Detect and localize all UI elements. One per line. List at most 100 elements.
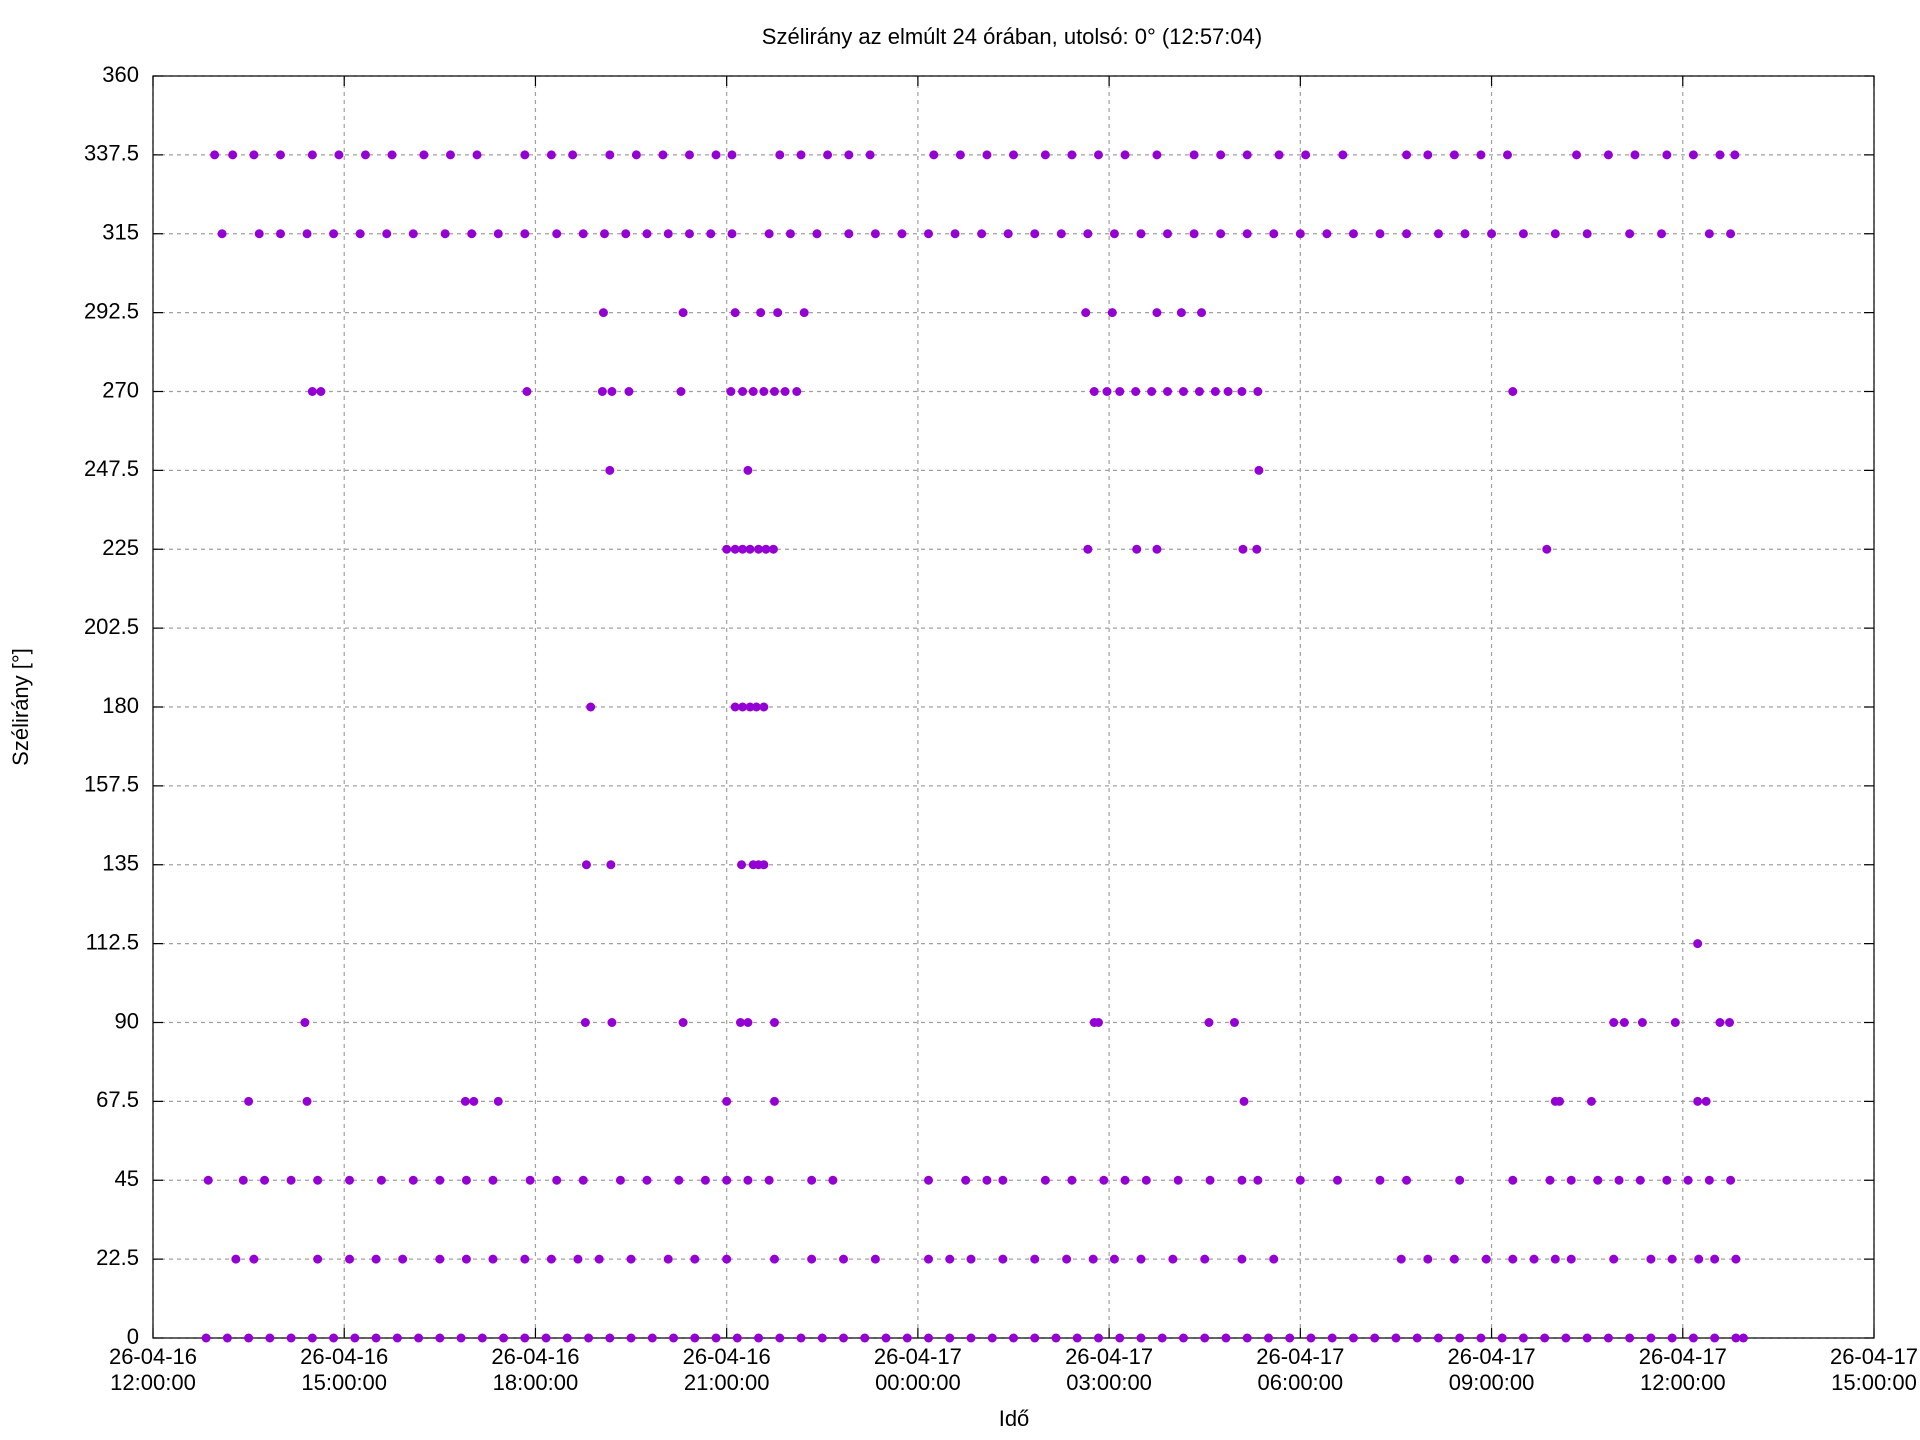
- point: [408, 229, 418, 239]
- point: [1566, 1175, 1576, 1185]
- point: [1254, 465, 1264, 475]
- point: [615, 1175, 625, 1185]
- y-tick-label: 247.5: [84, 456, 139, 481]
- point: [1715, 1018, 1725, 1027]
- point: [1375, 229, 1385, 239]
- point: [929, 150, 939, 160]
- point: [493, 229, 503, 239]
- point: [1412, 1333, 1422, 1343]
- point: [663, 1254, 673, 1264]
- point: [1566, 1254, 1576, 1264]
- point: [546, 1254, 556, 1264]
- point: [461, 1175, 471, 1185]
- point: [1667, 1333, 1677, 1343]
- x-tick-label: 26-04-17 03:00:00: [1065, 1344, 1153, 1395]
- point: [759, 702, 769, 712]
- point: [1518, 229, 1528, 239]
- x-tick-label: 26-04-17 06:00:00: [1256, 1344, 1344, 1395]
- point: [722, 1096, 732, 1106]
- y-tick-label: 45: [115, 1166, 139, 1191]
- point: [924, 1175, 934, 1185]
- point: [1582, 1333, 1592, 1343]
- point: [966, 1333, 976, 1343]
- point: [1253, 1175, 1263, 1185]
- point: [844, 150, 854, 160]
- point: [286, 1333, 296, 1343]
- point: [663, 229, 673, 239]
- point: [1476, 1333, 1486, 1343]
- point: [217, 229, 227, 239]
- point: [599, 229, 609, 239]
- point: [275, 150, 285, 160]
- point: [467, 229, 477, 239]
- point: [1449, 150, 1459, 160]
- point: [642, 229, 652, 239]
- point: [392, 1333, 402, 1343]
- x-tick-label: 26-04-17 00:00:00: [874, 1344, 962, 1395]
- point: [998, 1254, 1008, 1264]
- point: [1274, 150, 1284, 160]
- point: [828, 1175, 838, 1185]
- point: [1502, 150, 1512, 160]
- point: [1030, 229, 1040, 239]
- point: [722, 544, 732, 554]
- y-tick-label: 337.5: [84, 141, 139, 166]
- point: [1152, 150, 1162, 160]
- y-tick-label: 360: [102, 62, 139, 87]
- point: [350, 1333, 360, 1343]
- point: [1402, 229, 1412, 239]
- point: [751, 702, 761, 712]
- point: [743, 1175, 753, 1185]
- point: [998, 1175, 1008, 1185]
- point: [1163, 387, 1173, 396]
- point: [1396, 1254, 1406, 1264]
- point: [302, 1096, 312, 1106]
- point: [769, 1096, 779, 1106]
- point: [1109, 1254, 1119, 1264]
- point: [1455, 1175, 1465, 1185]
- point: [398, 1254, 408, 1264]
- point: [307, 387, 317, 396]
- y-tick-label: 90: [115, 1008, 139, 1033]
- point: [520, 1254, 530, 1264]
- x-axis-title: Idő: [999, 1406, 1030, 1431]
- point: [1120, 1175, 1130, 1185]
- point: [1263, 1333, 1273, 1343]
- point: [260, 1175, 270, 1185]
- point: [1089, 387, 1099, 396]
- point: [313, 1175, 323, 1185]
- point: [982, 1175, 992, 1185]
- point: [1370, 1333, 1380, 1343]
- point: [759, 387, 769, 396]
- point: [1178, 1333, 1188, 1343]
- y-axis-title: Szélirány [°]: [8, 648, 33, 766]
- point: [1269, 1254, 1279, 1264]
- point: [307, 1333, 317, 1343]
- point: [1725, 1018, 1735, 1027]
- point: [249, 1254, 259, 1264]
- y-tick-label: 225: [102, 535, 139, 560]
- point: [1252, 544, 1262, 554]
- point: [1731, 1333, 1741, 1343]
- point: [1204, 1018, 1214, 1027]
- point: [745, 702, 755, 712]
- point: [1093, 150, 1103, 160]
- y-tick-label: 292.5: [84, 298, 139, 323]
- point: [1726, 1175, 1736, 1185]
- point: [769, 1018, 779, 1027]
- point: [1555, 1096, 1565, 1106]
- point: [745, 544, 755, 554]
- point: [1205, 1175, 1215, 1185]
- point: [748, 387, 758, 396]
- point: [1455, 1333, 1465, 1343]
- point: [1115, 387, 1125, 396]
- point: [1646, 1254, 1656, 1264]
- point: [785, 229, 795, 239]
- point: [1542, 544, 1552, 554]
- point: [244, 1096, 254, 1106]
- point: [743, 1018, 753, 1027]
- point: [1348, 1333, 1358, 1343]
- point: [1694, 1254, 1704, 1264]
- point: [371, 1254, 381, 1264]
- point: [1646, 1333, 1656, 1343]
